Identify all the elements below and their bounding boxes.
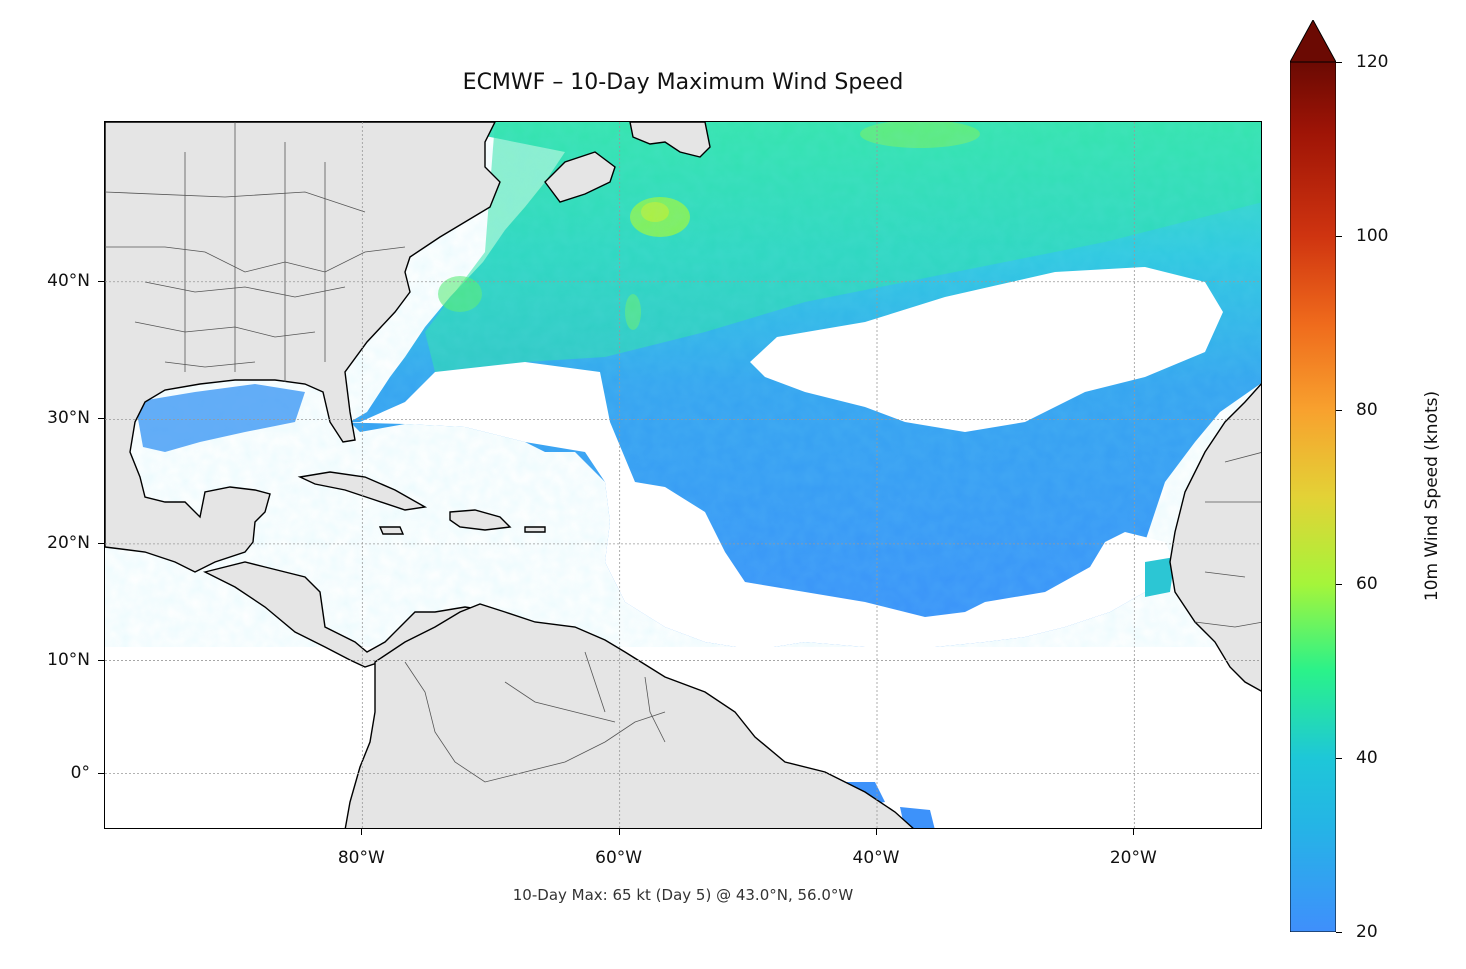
y-tick-label: 20°N — [47, 532, 90, 553]
y-tick-label: 0° — [70, 762, 90, 783]
x-tick-mark — [1133, 829, 1135, 835]
map-panel[interactable] — [104, 121, 1262, 829]
colorbar-tick-mark — [1336, 584, 1342, 585]
x-tick-label: 60°W — [595, 848, 643, 868]
colorbar-tick-mark — [1336, 62, 1342, 63]
political-borders — [105, 122, 1261, 783]
y-tick-mark — [98, 418, 104, 420]
x-tick-label: 20°W — [1109, 848, 1157, 868]
colorbar-tick-label: 100 — [1356, 226, 1389, 246]
colorbar-tick-label: 20 — [1356, 922, 1378, 942]
max-wind-footnote: 10-Day Max: 65 kt (Day 5) @ 43.0°N, 56.0… — [512, 886, 854, 904]
colorbar — [1290, 20, 1336, 932]
x-tick-mark — [618, 829, 620, 835]
y-tick-label: 30°N — [47, 408, 90, 429]
colorbar-tick-label: 120 — [1356, 52, 1389, 72]
land — [105, 122, 1261, 828]
y-tick-mark — [98, 542, 104, 544]
map-title: ECMWF – 10-Day Maximum Wind Speed — [462, 70, 904, 95]
y-tick-label: 40°N — [47, 270, 90, 291]
y-tick-label: 10°N — [47, 649, 90, 670]
y-tick-mark — [98, 280, 104, 282]
x-tick-mark — [361, 829, 363, 835]
x-tick-mark — [876, 829, 877, 835]
x-tick-label: 80°W — [337, 848, 385, 868]
colorbar-tick-mark — [1336, 236, 1342, 237]
colorbar-label: 10m Wind Speed (knots) — [1422, 390, 1442, 602]
colorbar-extend-arrow — [1290, 20, 1336, 63]
wind-speed-map — [105, 122, 1261, 828]
colorbar-tick-label: 40 — [1356, 748, 1378, 768]
gridlines — [105, 122, 1261, 828]
y-tick-mark — [98, 772, 104, 774]
colorbar-tick-mark — [1336, 932, 1342, 933]
colorbar-gradient — [1290, 61, 1336, 932]
y-tick-mark — [98, 659, 104, 661]
x-tick-label: 40°W — [852, 848, 900, 868]
colorbar-tick-mark — [1336, 410, 1342, 411]
colorbar-tick-mark — [1336, 758, 1342, 759]
colorbar-tick-label: 60 — [1356, 574, 1378, 594]
colorbar-tick-label: 80 — [1356, 400, 1378, 420]
